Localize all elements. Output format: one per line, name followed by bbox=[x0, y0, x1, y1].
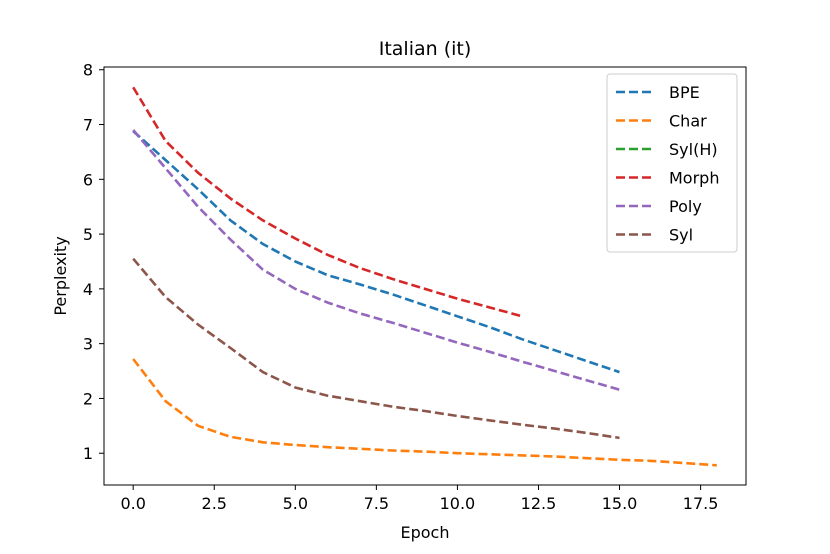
legend-label: Char bbox=[669, 112, 707, 131]
series-lines bbox=[132, 86, 717, 467]
y-tick-label: 2 bbox=[83, 389, 93, 408]
x-tick-label: 17.5 bbox=[683, 494, 719, 513]
x-tick-label: 7.5 bbox=[364, 494, 389, 513]
series-line-bpe bbox=[132, 130, 620, 374]
legend-label: Morph bbox=[669, 169, 719, 188]
series-line-syl bbox=[132, 257, 620, 440]
x-tick-label: 10.0 bbox=[440, 494, 476, 513]
x-tick-label: 12.5 bbox=[521, 494, 557, 513]
legend-label: BPE bbox=[669, 83, 700, 102]
y-tick-label: 8 bbox=[83, 61, 93, 80]
series-line-poly bbox=[132, 129, 620, 391]
y-tick-label: 6 bbox=[83, 170, 93, 189]
x-axis-label: Epoch bbox=[401, 523, 450, 542]
y-axis: 1 2 3 4 5 6 7 8 bbox=[83, 61, 104, 463]
legend-label: Syl bbox=[669, 226, 693, 245]
chart-title: Italian (it) bbox=[379, 38, 472, 60]
legend-label: Poly bbox=[669, 197, 702, 216]
x-tick-label: 15.0 bbox=[602, 494, 638, 513]
x-tick-label: 2.5 bbox=[202, 494, 227, 513]
legend-box bbox=[606, 73, 738, 253]
x-tick-label: 0.0 bbox=[120, 494, 145, 513]
y-axis-label: Perplexity bbox=[51, 236, 70, 315]
y-tick-label: 7 bbox=[83, 116, 93, 135]
y-tick-label: 4 bbox=[83, 280, 93, 299]
y-tick-label: 1 bbox=[83, 444, 93, 463]
legend-label: Syl(H) bbox=[669, 140, 718, 159]
y-tick-label: 5 bbox=[83, 225, 93, 244]
plot-area-frame bbox=[103, 66, 747, 486]
series-line-morph bbox=[132, 86, 523, 318]
y-tick-label: 3 bbox=[83, 335, 93, 354]
x-tick-label: 5.0 bbox=[283, 494, 308, 513]
x-axis: 0.0 2.5 5.0 7.5 10.0 12.5 15.0 17.5 bbox=[120, 485, 718, 513]
legend: BPE Char Syl(H) Morph Poly Syl bbox=[606, 73, 738, 253]
